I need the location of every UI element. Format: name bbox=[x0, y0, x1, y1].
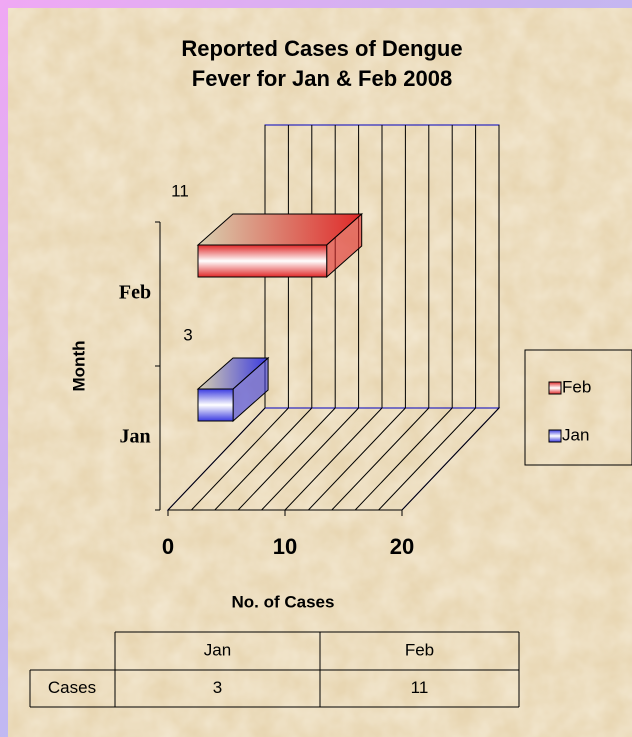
y-tick-label: Feb bbox=[119, 282, 151, 304]
legend-label: Jan bbox=[562, 425, 589, 444]
table-cell: 11 bbox=[411, 678, 429, 697]
table-header: Feb bbox=[405, 640, 434, 659]
legend-swatch bbox=[548, 381, 562, 395]
table-row-label: Cases bbox=[48, 678, 96, 697]
floor-grid-line bbox=[401, 407, 500, 511]
x-tick-label: 0 bbox=[162, 534, 174, 559]
legend-label: Feb bbox=[562, 377, 591, 396]
legend: Feb Jan bbox=[548, 377, 591, 444]
legend-box bbox=[524, 349, 632, 466]
floor-grid-line bbox=[261, 407, 359, 511]
floor-grid-line bbox=[308, 407, 406, 511]
data-table: Cases Jan 3 Feb 11 bbox=[29, 631, 520, 708]
data-label: 11 bbox=[171, 181, 189, 200]
legend-swatch bbox=[548, 429, 562, 443]
data-label: 3 bbox=[183, 325, 192, 344]
x-tick-label: 10 bbox=[273, 534, 297, 559]
y-tick-label: Jan bbox=[119, 426, 150, 448]
table-cell: 3 bbox=[213, 678, 222, 697]
floor-grid-line bbox=[354, 407, 453, 511]
x-tick-label: 20 bbox=[390, 534, 414, 559]
chart-title: Fever for Jan & Feb 2008 bbox=[192, 66, 452, 91]
floor-grid-line bbox=[214, 407, 313, 511]
x-axis-label: No. of Cases bbox=[232, 592, 335, 611]
bar bbox=[197, 388, 234, 422]
floor-grid-line bbox=[378, 407, 476, 511]
table-header: Jan bbox=[204, 640, 231, 659]
chart-title: Reported Cases of Dengue bbox=[181, 36, 462, 61]
bar bbox=[197, 244, 328, 278]
panel-texture bbox=[8, 8, 632, 737]
floor-grid-line bbox=[284, 407, 383, 511]
plot: 0 10 20 3 Jan 11 Feb bbox=[119, 124, 501, 559]
floor-grid-line bbox=[331, 407, 430, 511]
floor-grid-line bbox=[167, 407, 266, 511]
y-axis-label: Month bbox=[69, 341, 88, 392]
floor-grid-line bbox=[191, 407, 289, 511]
floor-grid-line bbox=[237, 407, 336, 511]
